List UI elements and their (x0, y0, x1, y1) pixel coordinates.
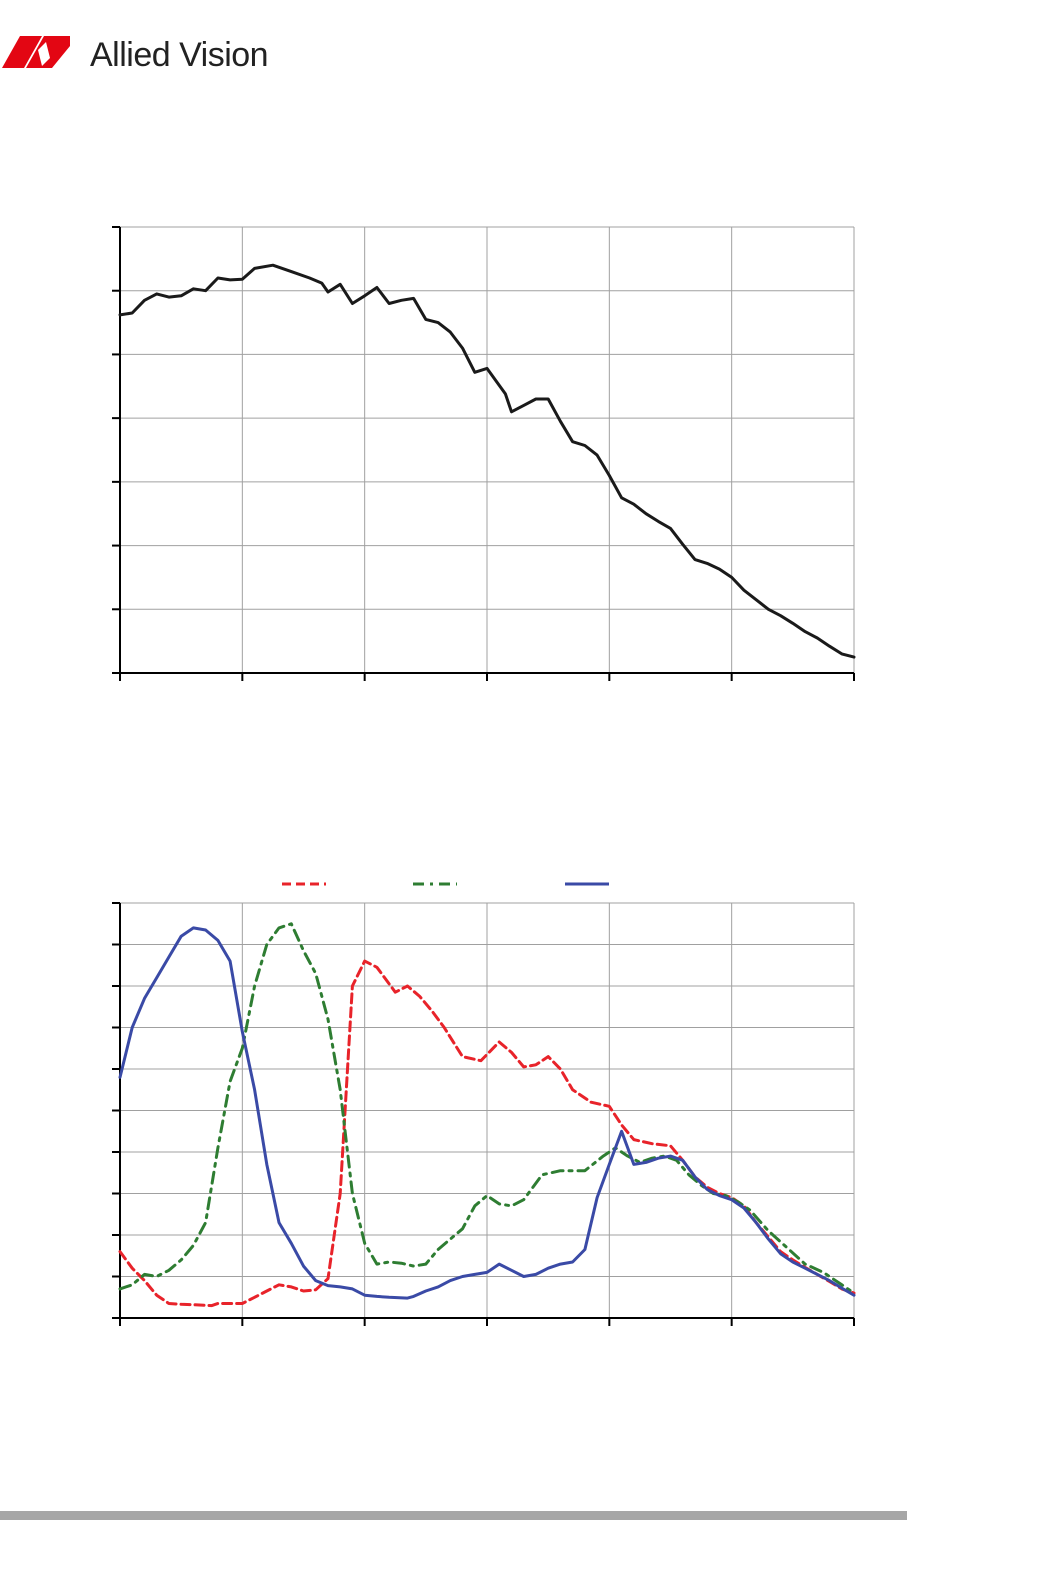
allied-vision-logo-icon (2, 36, 70, 68)
logo-mark-left (2, 36, 42, 68)
logo-mark-cut (38, 42, 50, 66)
series-line-3 (118, 926, 856, 1300)
brand-logo: Allied Vision (0, 22, 300, 82)
color-chart-svg (112, 882, 856, 1326)
color-spectral-chart (0, 860, 1050, 1340)
brand-name: Allied Vision (90, 36, 269, 74)
series-line-1 (118, 263, 856, 659)
footer-rule (0, 1511, 907, 1520)
grid (120, 226, 855, 673)
mono-spectral-chart (0, 200, 1050, 700)
mono-chart-svg (112, 226, 856, 681)
